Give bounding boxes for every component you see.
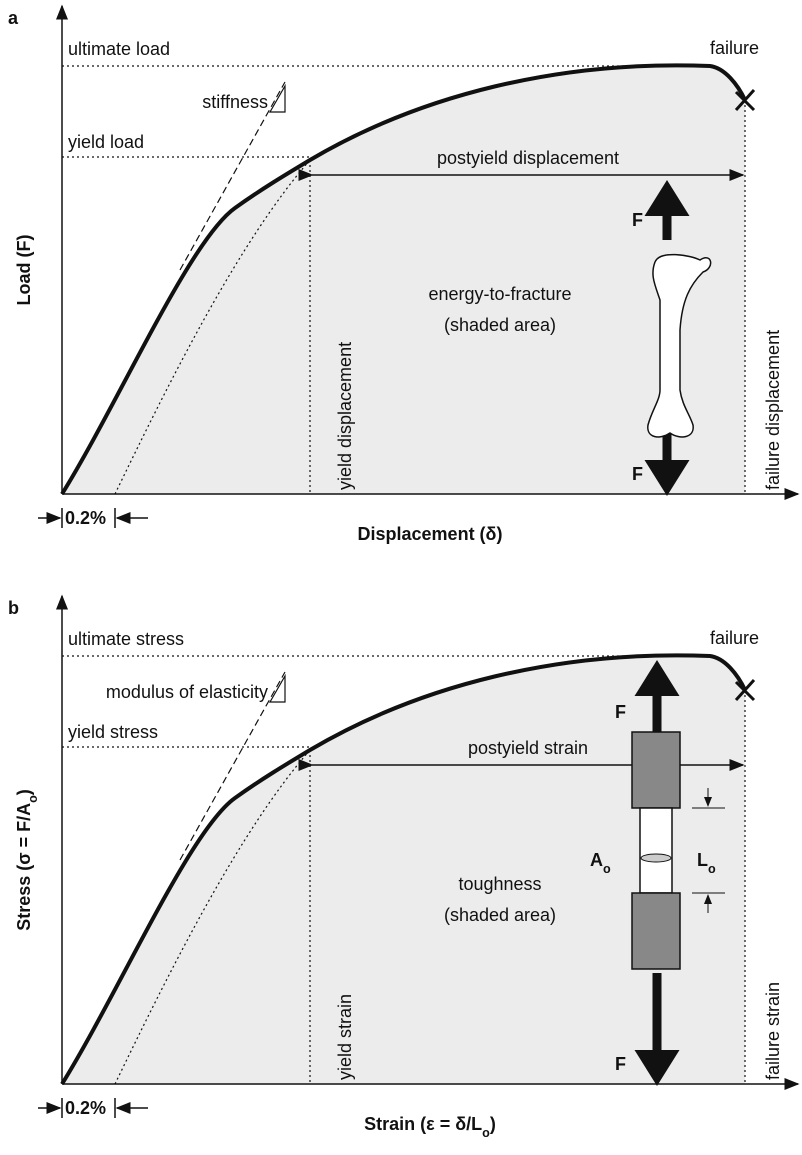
failure-label: failure: [710, 628, 759, 648]
x-axis-label: Displacement (δ): [358, 524, 503, 544]
gauge: [640, 808, 672, 893]
yield-label: yield load: [68, 132, 144, 152]
area-symbol-part: A: [590, 850, 603, 870]
slope-label: stiffness: [202, 92, 268, 112]
area-label: (shaded area): [444, 315, 556, 335]
slope-triangle: [270, 676, 285, 702]
y-axis-label-part: Load (F): [14, 235, 34, 306]
x-axis-label-part: ): [490, 1114, 496, 1134]
y-axis-label: Load (F): [14, 235, 34, 306]
grip: [632, 893, 680, 969]
area-label: toughness: [458, 874, 541, 894]
grip: [632, 732, 680, 808]
y-axis-label: Stress (σ = F/Ao): [14, 789, 40, 931]
offset-label: 0.2%: [65, 508, 106, 528]
y-axis-label-part: Stress (σ = F/A: [14, 803, 34, 931]
panel-label: b: [8, 598, 19, 618]
x-axis-label-part: Strain (ε = δ/L: [364, 1114, 482, 1134]
yield-x-label: yield strain: [335, 994, 355, 1080]
postyield-label: postyield strain: [468, 738, 588, 758]
y-axis-label-part: ): [14, 789, 34, 795]
cross-section: [641, 854, 671, 862]
force-label: F: [632, 210, 643, 230]
panel: 0.2% a ultimate load stiffness yield load fai…: [8, 6, 798, 544]
force-label: F: [615, 1054, 626, 1074]
area-label: energy-to-fracture: [428, 284, 571, 304]
shaded-area: [62, 65, 745, 494]
x-axis-label-part: Displacement (δ): [358, 524, 503, 544]
slope-label: modulus of elasticity: [106, 682, 268, 702]
offset-label: 0.2%: [65, 1098, 106, 1118]
slope-triangle: [270, 86, 285, 112]
x-axis-label: Strain (ε = δ/Lo): [364, 1114, 496, 1140]
ultimate-label: ultimate stress: [68, 629, 184, 649]
panel: 0.2% b ultimate stress modulus of elasticit…: [8, 596, 798, 1140]
force-label: F: [632, 464, 643, 484]
failure-label: failure: [710, 38, 759, 58]
yield-x-label: yield displacement: [335, 342, 355, 490]
postyield-label: postyield displacement: [437, 148, 619, 168]
length-symbol-part: L: [697, 850, 708, 870]
failure-x-label: failure displacement: [763, 330, 783, 490]
figure: 0.2% a ultimate load stiffness yield load fai…: [0, 0, 802, 1150]
yield-label: yield stress: [68, 722, 158, 742]
force-label: F: [615, 702, 626, 722]
area-symbol-part: o: [603, 862, 611, 876]
failure-x-label: failure strain: [763, 982, 783, 1080]
area-label: (shaded area): [444, 905, 556, 925]
length-symbol-part: o: [708, 862, 716, 876]
panel-label: a: [8, 8, 19, 28]
ultimate-label: ultimate load: [68, 39, 170, 59]
